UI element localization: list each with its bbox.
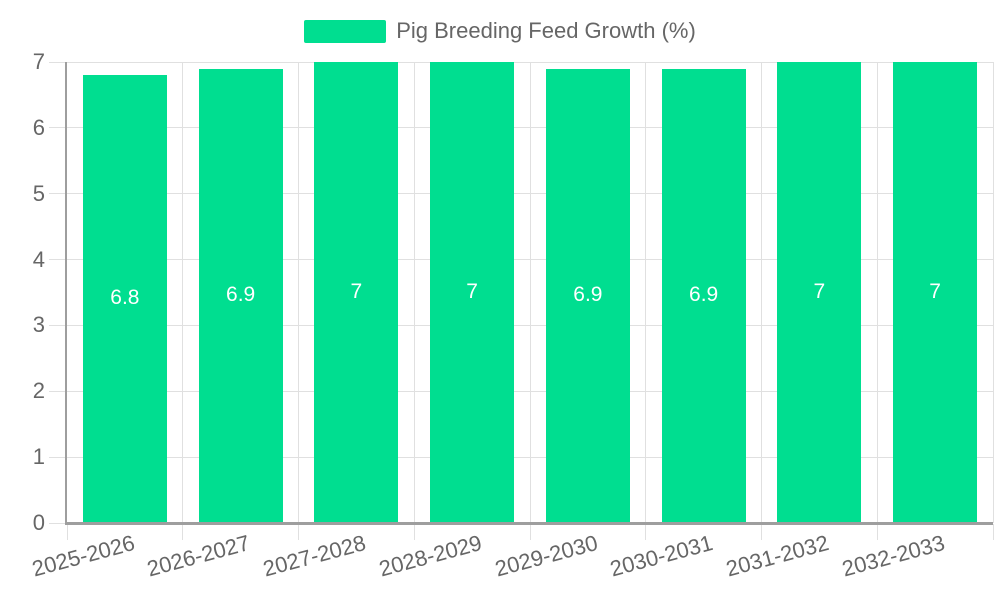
legend-label: Pig Breeding Feed Growth (%) xyxy=(396,18,696,43)
y-tick-label: 4 xyxy=(32,246,45,272)
bar-value-label: 6.9 xyxy=(573,282,603,306)
bar[interactable]: 6.9 xyxy=(198,68,283,522)
x-axis-tick xyxy=(761,524,762,540)
x-axis-tick xyxy=(66,524,68,540)
y-axis-tick xyxy=(49,259,67,261)
y-tick-label: 1 xyxy=(32,444,45,470)
x-tick-label: 2031-2032 xyxy=(723,530,832,582)
y-axis-tick xyxy=(49,390,67,392)
x-tick-label: 2029-2030 xyxy=(491,530,601,582)
x-gridline xyxy=(413,62,415,523)
y-axis-tick xyxy=(49,522,67,524)
bar-value-label: 7 xyxy=(350,279,363,303)
x-gridline xyxy=(645,62,647,523)
bar[interactable]: 6.9 xyxy=(661,68,746,522)
y-tick-label: 3 xyxy=(32,312,45,338)
bar-value-label: 6.9 xyxy=(689,282,719,306)
y-axis-tick xyxy=(49,324,67,326)
y-tick-label: 0 xyxy=(32,510,45,535)
bar[interactable]: 7 xyxy=(430,62,515,522)
x-axis-tick xyxy=(529,524,531,540)
bar[interactable]: 6.9 xyxy=(545,68,630,522)
x-axis-line xyxy=(65,522,993,525)
bar[interactable]: 7 xyxy=(893,62,978,522)
x-axis-tick xyxy=(182,524,184,540)
bar-value-label: 6.8 xyxy=(110,286,140,310)
x-tick-label: 2030-2031 xyxy=(607,530,716,582)
y-axis-line xyxy=(65,62,67,525)
bar[interactable]: 7 xyxy=(314,62,399,522)
x-gridline xyxy=(992,62,994,523)
x-gridline xyxy=(298,62,299,523)
x-gridline xyxy=(876,62,878,523)
y-axis-tick xyxy=(49,127,67,129)
bar-value-label: 7 xyxy=(813,279,826,303)
bar-value-label: 7 xyxy=(466,279,478,303)
x-tick-label: 2032-2033 xyxy=(839,530,948,582)
x-axis-tick xyxy=(645,524,647,540)
x-gridline xyxy=(761,62,762,523)
x-tick-label: 2027-2028 xyxy=(260,530,369,582)
y-axis-tick xyxy=(49,61,67,63)
legend[interactable]: Pig Breeding Feed Growth (%) xyxy=(0,17,1000,45)
x-axis-tick xyxy=(413,524,415,540)
y-axis-tick xyxy=(49,456,67,458)
bar[interactable]: 6.8 xyxy=(82,75,167,522)
y-tick-label: 7 xyxy=(32,49,45,74)
y-tick-label: 2 xyxy=(32,378,45,404)
x-axis-tick xyxy=(992,524,994,540)
x-tick-label: 2028-2029 xyxy=(376,530,485,582)
x-tick-label: 2025-2026 xyxy=(28,530,138,582)
bar-value-label: 6.9 xyxy=(226,282,256,306)
legend-swatch-icon xyxy=(304,19,387,43)
y-tick-label: 5 xyxy=(32,180,45,206)
x-gridline xyxy=(182,62,184,523)
y-axis-tick xyxy=(49,193,67,195)
x-axis-tick xyxy=(298,524,299,540)
bar-value-label: 7 xyxy=(929,279,941,303)
x-axis-tick xyxy=(876,524,878,540)
bar[interactable]: 7 xyxy=(777,62,862,522)
x-tick-label: 2026-2027 xyxy=(144,530,253,582)
x-gridline xyxy=(529,62,531,523)
y-tick-label: 6 xyxy=(32,114,45,140)
